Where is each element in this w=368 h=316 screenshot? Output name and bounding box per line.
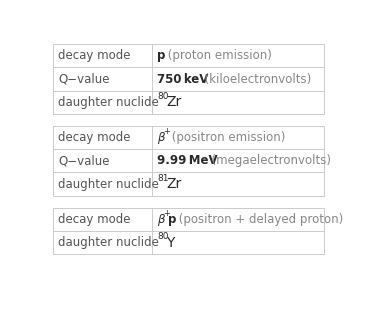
Bar <box>53 44 324 114</box>
Text: p: p <box>168 213 177 226</box>
Text: 81: 81 <box>157 173 169 183</box>
Bar <box>53 208 324 254</box>
Text: (proton emission): (proton emission) <box>164 49 272 62</box>
Text: Zr: Zr <box>166 177 181 191</box>
Text: decay mode: decay mode <box>58 131 131 144</box>
Text: Y: Y <box>166 235 174 250</box>
Text: p: p <box>157 49 166 62</box>
Text: (kiloelectronvolts): (kiloelectronvolts) <box>197 73 311 86</box>
Text: 9.99 MeV: 9.99 MeV <box>157 154 218 167</box>
Bar <box>53 126 324 196</box>
Text: daughter nuclide: daughter nuclide <box>58 236 159 249</box>
Text: (megaelectronvolts): (megaelectronvolts) <box>204 154 331 167</box>
Text: decay mode: decay mode <box>58 49 131 62</box>
Text: 80: 80 <box>157 232 169 241</box>
Text: +: + <box>163 127 170 136</box>
Text: 80: 80 <box>157 92 169 101</box>
Text: Q−value: Q−value <box>58 73 110 86</box>
Text: β: β <box>157 213 164 226</box>
Text: decay mode: decay mode <box>58 213 131 226</box>
Text: daughter nuclide: daughter nuclide <box>58 96 159 109</box>
Text: 750 keV: 750 keV <box>157 73 209 86</box>
Text: (positron + delayed proton): (positron + delayed proton) <box>175 213 343 226</box>
Text: β: β <box>157 131 164 144</box>
Text: Q−value: Q−value <box>58 154 110 167</box>
Text: +: + <box>163 209 170 218</box>
Text: daughter nuclide: daughter nuclide <box>58 178 159 191</box>
Text: (positron emission): (positron emission) <box>168 131 286 144</box>
Text: Zr: Zr <box>166 95 181 109</box>
